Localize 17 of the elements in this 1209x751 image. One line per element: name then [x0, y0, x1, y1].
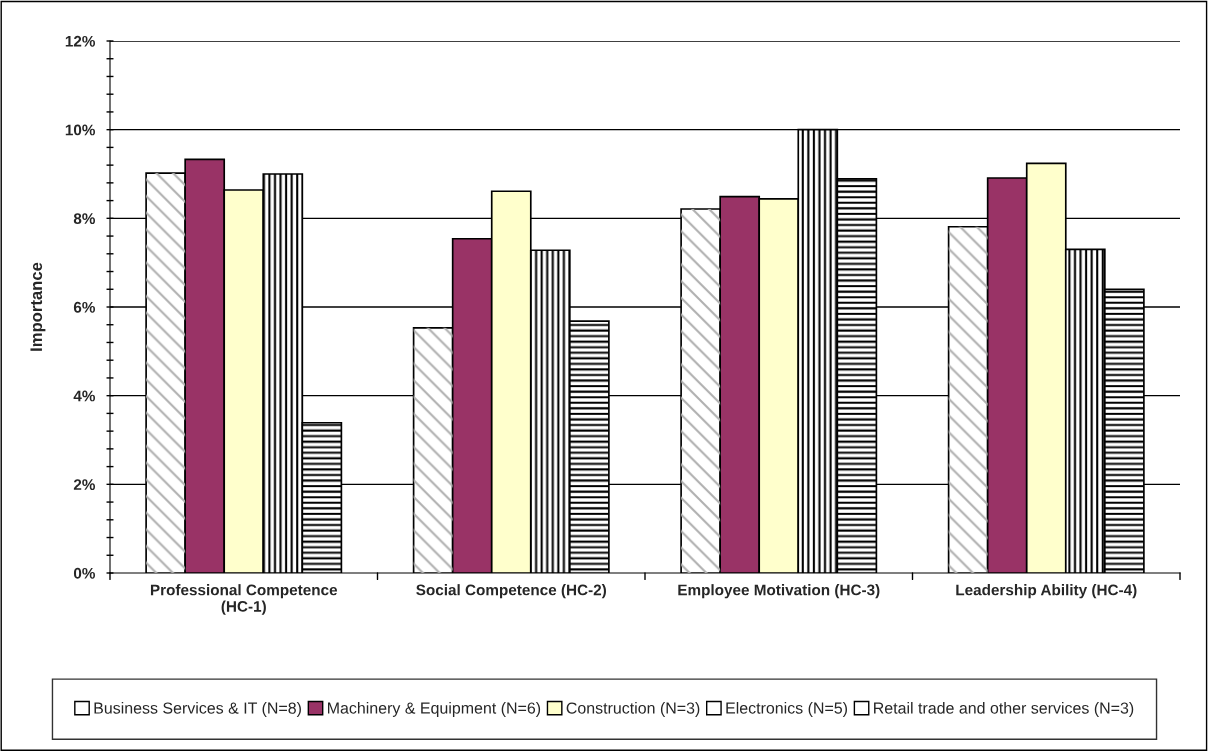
legend-label: Construction (N=3) — [566, 702, 700, 717]
legend-label: Machinery & Equipment (N=6) — [328, 702, 541, 717]
legend-label: Retail trade and other services (N=3) — [874, 702, 1134, 717]
x-tick-label: Social Competence (HC-2) — [416, 584, 606, 599]
y-tick-label: 6% — [73, 301, 96, 313]
y-axis-title: Importance — [30, 262, 46, 351]
y-tick-label: 0% — [73, 567, 96, 579]
legend-label: Business Services & IT (N=8) — [94, 702, 301, 717]
y-tick-label: 10% — [65, 124, 96, 136]
x-tick-label: Professional Competence (HC-1) — [150, 584, 338, 615]
y-tick-label: 4% — [73, 390, 96, 402]
y-tick-label: 12% — [65, 35, 96, 47]
y-tick-label: 2% — [73, 479, 96, 490]
x-tick-label: Leadership Ability (HC-4) — [956, 584, 1137, 599]
x-tick-label: Employee Motivation (HC-3) — [678, 584, 880, 599]
y-tick-label: 8% — [73, 213, 96, 225]
legend-label: Electronics (N=5) — [726, 702, 848, 717]
